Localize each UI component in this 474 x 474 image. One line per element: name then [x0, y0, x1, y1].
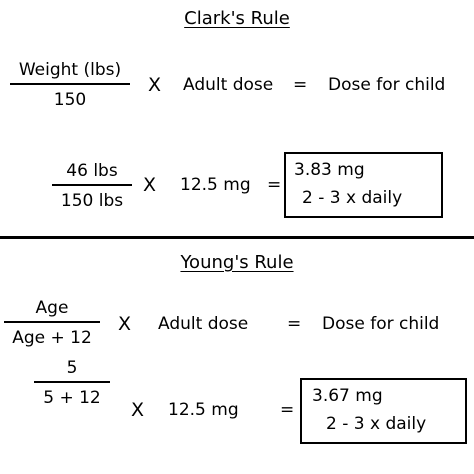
- fraction-denominator: 150: [53, 90, 87, 110]
- multiply-sign: X: [131, 399, 145, 421]
- fraction-numerator: Age: [35, 298, 69, 318]
- formula-result: Dose for child: [328, 75, 446, 95]
- young-formula-fraction: Age Age + 12: [4, 298, 100, 348]
- fraction-denominator: 150 lbs: [60, 191, 124, 211]
- answer-dose: 3.83 mg: [294, 160, 365, 180]
- fraction-bar: [10, 83, 130, 85]
- multiply-sign: X: [143, 174, 157, 196]
- formula-term: Adult dose: [183, 75, 274, 95]
- fraction-numerator: 46 lbs: [66, 161, 118, 181]
- equals-sign: =: [267, 175, 282, 195]
- fraction-numerator: 5: [66, 358, 78, 378]
- fraction-bar: [52, 184, 132, 186]
- clark-example-fraction: 46 lbs 150 lbs: [52, 161, 132, 211]
- equals-sign: =: [287, 314, 302, 334]
- clark-answer-box: 3.83 mg 2 - 3 x daily: [284, 152, 443, 218]
- formula-result: Dose for child: [322, 314, 440, 334]
- fraction-bar: [4, 321, 100, 323]
- section-divider: [0, 236, 474, 239]
- young-answer-box: 3.67 mg 2 - 3 x daily: [300, 378, 467, 444]
- formula-term: Adult dose: [158, 314, 249, 334]
- fraction-denominator: 5 + 12: [43, 388, 101, 408]
- multiply-sign: X: [118, 313, 132, 335]
- answer-frequency: 2 - 3 x daily: [302, 188, 403, 208]
- example-term: 12.5 mg: [180, 175, 251, 195]
- fraction-numerator: Weight (lbs): [18, 60, 122, 80]
- equals-sign: =: [293, 75, 308, 95]
- fraction-denominator: Age + 12: [12, 328, 92, 348]
- clarks-rule-title: Clark's Rule: [184, 8, 290, 29]
- equals-sign: =: [280, 400, 295, 420]
- fraction-bar: [34, 381, 110, 383]
- clark-formula-fraction: Weight (lbs) 150: [10, 60, 130, 110]
- multiply-sign: X: [148, 74, 162, 96]
- example-term: 12.5 mg: [168, 400, 239, 420]
- answer-frequency: 2 - 3 x daily: [326, 414, 427, 434]
- answer-dose: 3.67 mg: [312, 386, 383, 406]
- young-example-fraction: 5 5 + 12: [34, 358, 110, 408]
- youngs-rule-title: Young's Rule: [180, 252, 294, 273]
